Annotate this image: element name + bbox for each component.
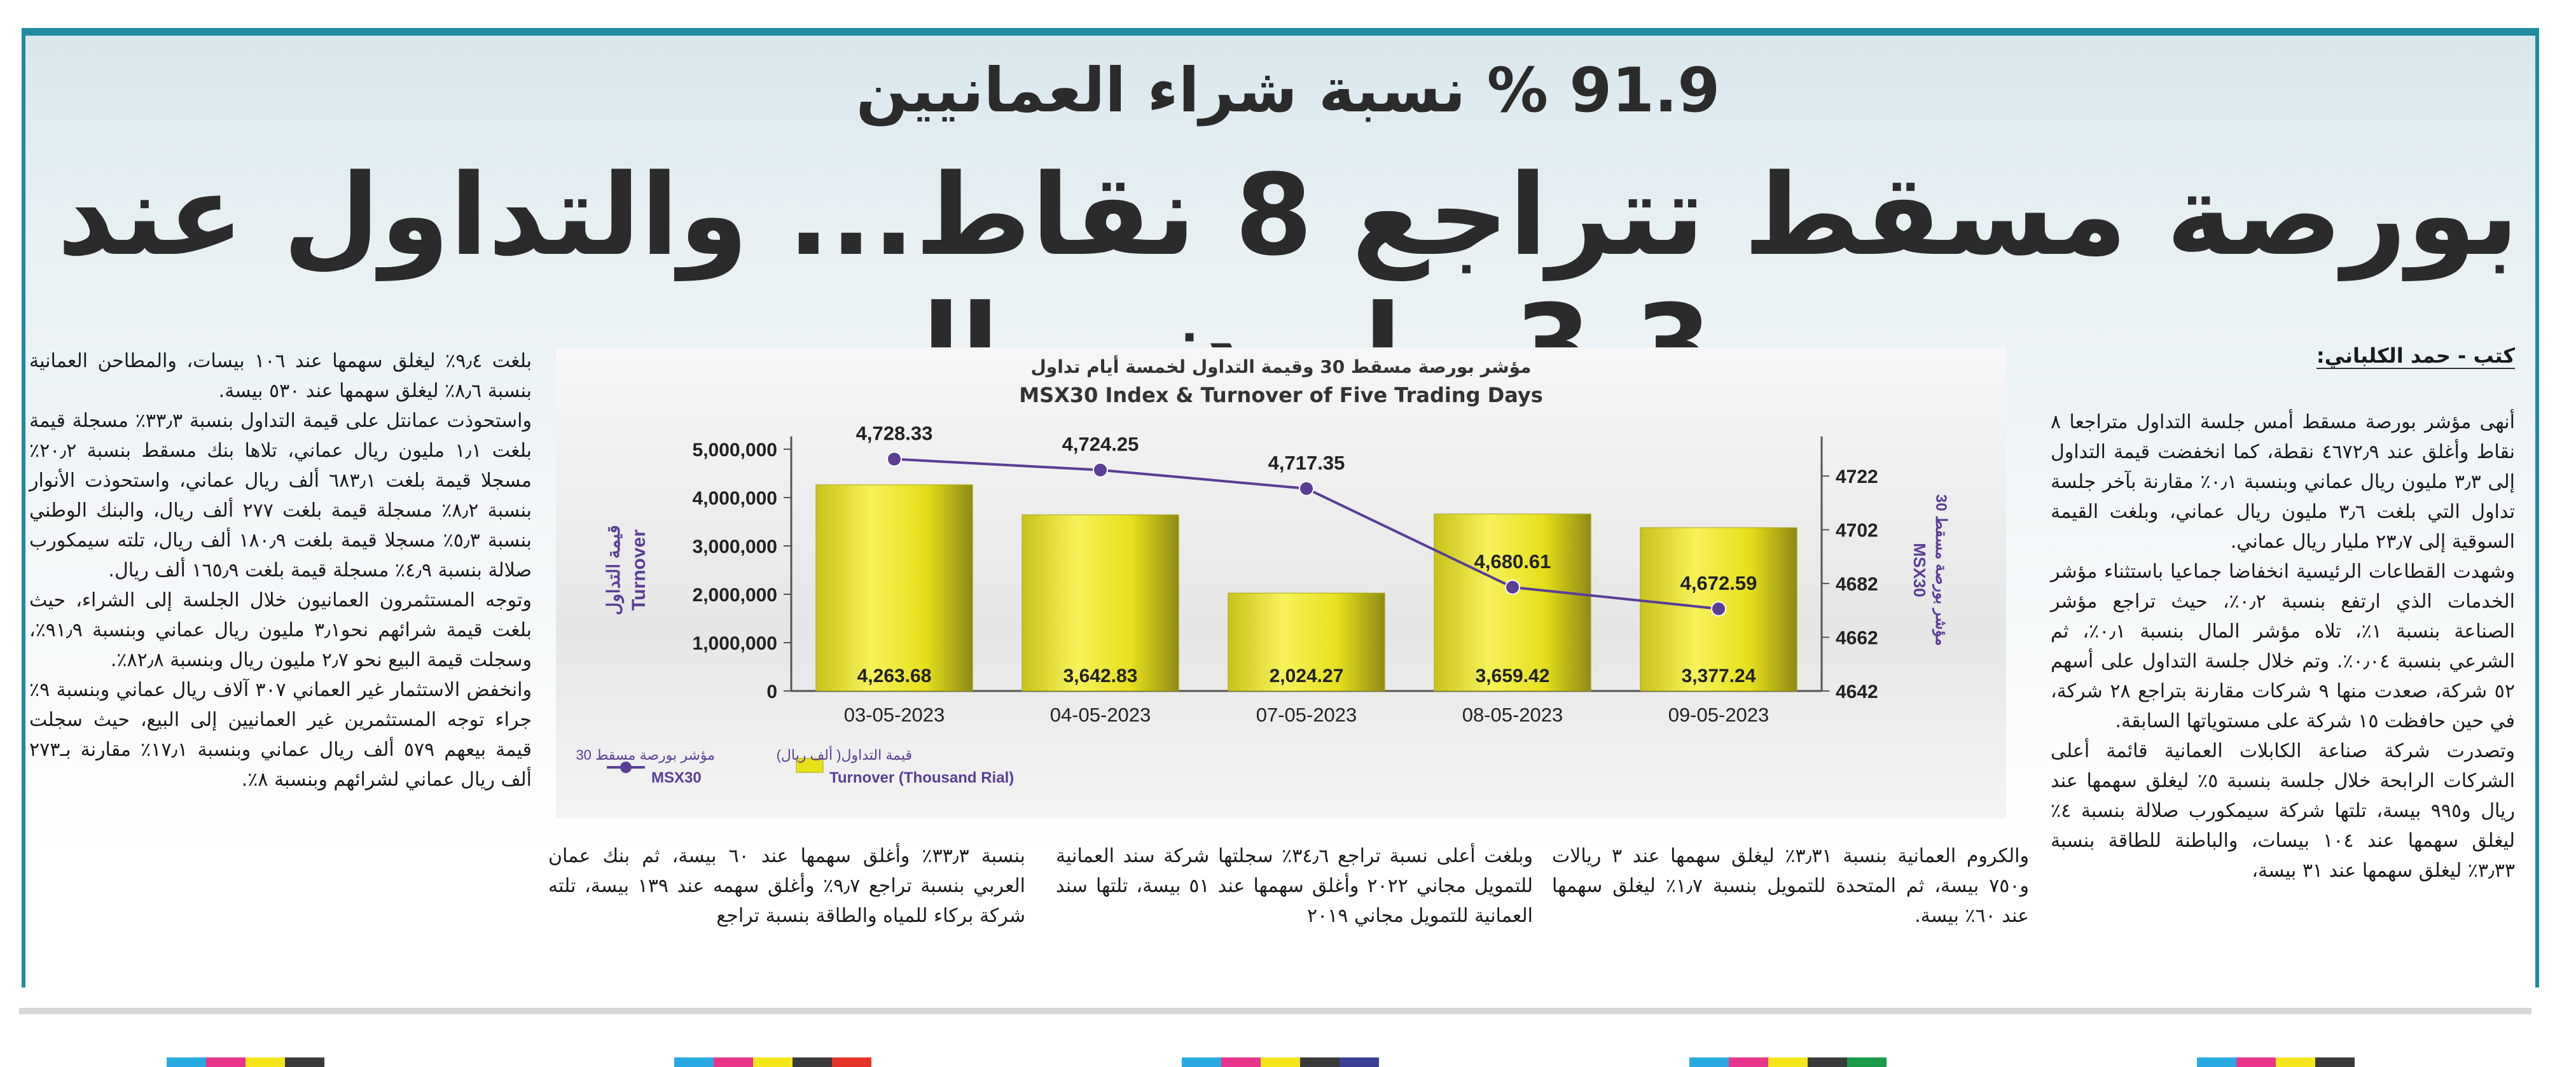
bar-data-label: 3,642.83 [1063, 666, 1138, 687]
article-column-mid-1: والكروم العمانية بنسبة ٣٫٣١٪ ليغلق سهمها… [1552, 845, 2029, 927]
byline: كتب - حمد الكلباني: [2316, 344, 2515, 369]
color-swatch [1300, 1057, 1340, 1067]
left-tick-label: 4,000,000 [693, 488, 777, 509]
paragraph: بلغت ٩٫٤٪ ليغلق سهمها عند ١٠٦ بيسات، وال… [29, 350, 532, 402]
line-data-label: 4,672.59 [1680, 572, 1757, 594]
left-axis-title: Turnover [628, 529, 649, 611]
line-data-label: 4,728.33 [856, 422, 933, 444]
paragraph: وتصدرت شركة صناعة الكابلات العمانية قائم… [2051, 740, 2515, 882]
msx30-point [887, 451, 902, 467]
bar [815, 484, 973, 692]
right-tick-label: 4722 [1836, 466, 1878, 487]
color-swatch [753, 1057, 793, 1067]
bar [1021, 514, 1179, 692]
bar-data-label: 2,024.27 [1270, 666, 1344, 687]
article-column-right: أنهى مؤشر بورصة مسقط أمس جلسة التداول مت… [2051, 407, 2515, 886]
color-bar-group [1182, 1057, 1379, 1067]
paragraph: واستحوذت عمانتل على قيمة التداول بنسبة ٣… [29, 410, 532, 582]
right-tick-label: 4642 [1836, 681, 1878, 702]
x-tick-label: 07-05-2023 [1256, 704, 1357, 726]
color-bar-group [1689, 1057, 1887, 1067]
left-tick-label: 3,000,000 [693, 536, 777, 557]
left-tick-label: 1,000,000 [693, 633, 777, 654]
x-tick-label: 04-05-2023 [1050, 704, 1151, 726]
color-swatch [2276, 1057, 2315, 1067]
color-bar-group [167, 1057, 324, 1067]
bar [1228, 592, 1385, 692]
line-data-label: 4,717.35 [1268, 452, 1345, 474]
msx30-point [1711, 601, 1726, 617]
line-data-label: 4,680.61 [1474, 550, 1551, 573]
color-swatch [1182, 1057, 1221, 1067]
color-bar-group [2197, 1057, 2355, 1067]
color-swatch [1689, 1057, 1729, 1067]
color-swatch [2197, 1057, 2236, 1067]
color-swatch [1808, 1057, 1847, 1067]
color-swatch [246, 1057, 285, 1067]
msx30-point [1093, 462, 1108, 478]
bar-data-label: 3,659.42 [1476, 666, 1550, 687]
right-axis-title-arabic: مؤشر بورصة مسقط 30 [1932, 494, 1949, 646]
msx30-point [1505, 579, 1520, 595]
legend-label-arabic: قيمة التداول( ألف ريال) [777, 745, 912, 764]
chart-title-arabic: مؤشر بورصة مسقط 30 وقيمة التداول لخمسة أ… [1030, 356, 1532, 377]
color-swatch [285, 1057, 324, 1067]
left-tick-label: 2,000,000 [693, 585, 777, 606]
paragraph: أنهى مؤشر بورصة مسقط أمس جلسة التداول مت… [2051, 411, 2516, 553]
x-tick-label: 09-05-2023 [1668, 704, 1769, 726]
right-axis-title: MSX30 [1910, 543, 1929, 597]
bar [1434, 513, 1591, 692]
chart-title: MSX30 Index & Turnover of Five Trading D… [1019, 383, 1543, 407]
article-column-mid-2: وبلغت أعلى نسبة تراجع ٣٤٫٦٪ سجلتها شركة … [1056, 845, 1534, 927]
color-swatch [1768, 1057, 1808, 1067]
paragraph: وشهدت القطاعات الرئيسية انخفاضا جماعيا ب… [2051, 561, 2515, 732]
color-swatch [1221, 1057, 1261, 1067]
color-swatch [1729, 1057, 1768, 1067]
paragraph: وتوجه المستثمرون العمانيون خلال الجلسة إ… [29, 589, 532, 671]
sub-headline: 91.9 % نسبة شراء العمانيين [855, 55, 1721, 126]
chart-svg: 0 1,000,000 2,000,000 3,000,000 4,000,000 5,0… [576, 422, 1949, 786]
right-tick-label: 4662 [1836, 628, 1878, 649]
color-swatch [2236, 1057, 2276, 1067]
right-tick-label: 4682 [1836, 574, 1878, 595]
article-column-mid-3: بنسبة ٣٣٫٣٪ وأغلق سهمها عند ٦٠ بيسة، ثم … [548, 845, 1026, 927]
line-data-label: 4,724.25 [1062, 433, 1139, 456]
legend-line-marker [620, 762, 632, 773]
x-tick-label: 08-05-2023 [1462, 704, 1563, 726]
color-swatch [167, 1057, 206, 1067]
color-swatch [2315, 1057, 2355, 1067]
legend-label: Turnover (Thousand Rial) [829, 769, 1014, 786]
right-tick-label: 4702 [1836, 520, 1878, 541]
color-swatch [1261, 1057, 1300, 1067]
color-swatch [714, 1057, 753, 1067]
paragraph: وانخفض الاستثمار غير العماني ٣٠٧ آلاف ري… [29, 679, 532, 791]
x-tick-label: 03-05-2023 [844, 704, 945, 726]
left-tick-label: 0 [766, 681, 777, 702]
legend-label: MSX30 [651, 769, 702, 786]
bottom-rule [19, 1008, 2531, 1014]
bar-data-label: 3,377.24 [1682, 666, 1756, 687]
left-tick-label: 5,000,000 [693, 440, 777, 461]
color-swatch [832, 1057, 871, 1067]
bar-data-label: 4,263.68 [857, 666, 932, 687]
color-swatch [674, 1057, 714, 1067]
chart-panel: مؤشر بورصة مسقط 30 وقيمة التداول لخمسة أ… [556, 347, 2006, 818]
legend-label-arabic: مؤشر بورصة مسقط 30 [576, 747, 715, 764]
article-column-left: بلغت ٩٫٤٪ ليغلق سهمها عند ١٠٦ بيسات، وال… [29, 346, 532, 795]
color-swatch [206, 1057, 246, 1067]
left-axis-title-arabic: قيمة التداول [604, 525, 625, 615]
color-swatch [793, 1057, 832, 1067]
color-swatch [1340, 1057, 1379, 1067]
color-bar-group [674, 1057, 871, 1067]
headline: بورصة مسقط تتراجع 8 نقاط... والتداول عند… [57, 150, 2520, 411]
legend-bar-swatch [796, 758, 824, 773]
color-swatch [1847, 1057, 1887, 1067]
msx30-point [1299, 480, 1314, 496]
